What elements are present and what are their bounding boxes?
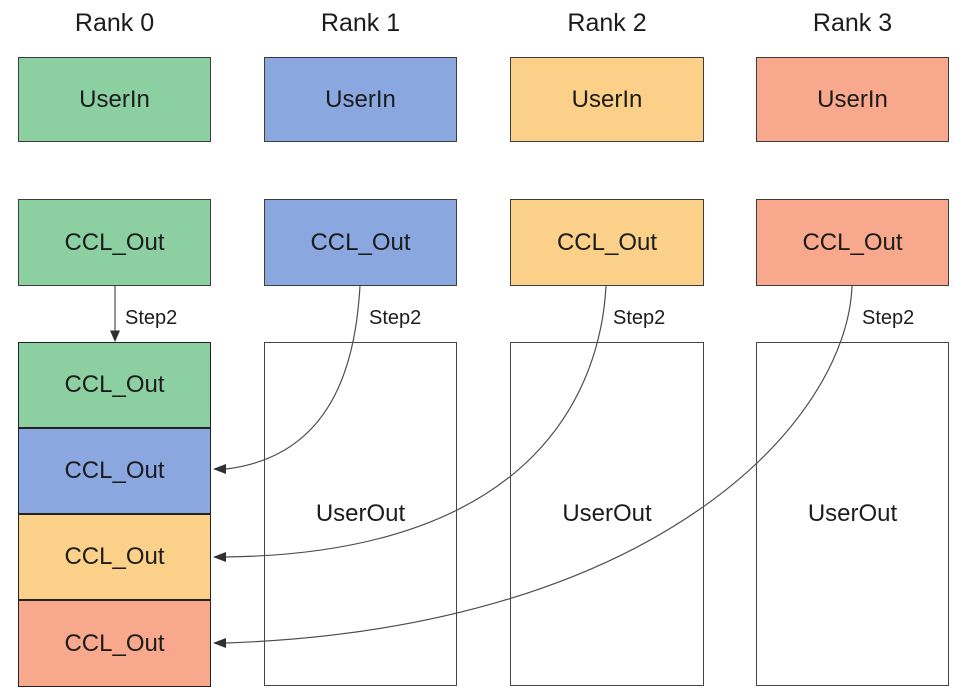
step2-label-rank2: Step2 <box>613 306 666 329</box>
userin-box-rank0: UserIn <box>18 57 211 142</box>
userin-label: UserIn <box>571 85 643 113</box>
userin-box-rank1: UserIn <box>264 57 457 142</box>
cclout-box-rank2: CCL_Out <box>510 199 704 286</box>
step2-label-rank3: Step2 <box>862 306 915 329</box>
stack-cclout-box-1: CCL_Out <box>18 428 211 514</box>
left-arrowhead-icon <box>213 464 226 474</box>
userout-box-rank3: UserOut <box>756 342 949 686</box>
userout-label: UserOut <box>562 500 652 527</box>
userout-label: UserOut <box>807 500 898 527</box>
cclout-box-rank3: CCL_Out <box>756 199 949 286</box>
stack-cclout-box-2: CCL_Out <box>18 514 211 600</box>
cclout-label: CCL_Out <box>310 228 411 256</box>
userin-box-rank2: UserIn <box>510 57 704 142</box>
cclout-box-rank0: CCL_Out <box>18 199 211 286</box>
userin-box-rank3: UserIn <box>756 57 949 142</box>
step2-label-rank0: Step2 <box>125 306 178 329</box>
cclout-label: CCL_Out <box>64 228 165 256</box>
rank0-title: Rank 0 <box>74 8 155 37</box>
left-arrowhead-icon <box>213 552 226 562</box>
rank3-title: Rank 3 <box>812 8 893 37</box>
cclout-box-rank1: CCL_Out <box>264 199 457 286</box>
rank2-title: Rank 2 <box>567 8 647 37</box>
userout-label: UserOut <box>315 500 406 527</box>
cclout-label: CCL_Out <box>802 228 903 256</box>
down-arrowhead-icon <box>110 330 120 342</box>
userout-box-rank2: UserOut <box>510 342 704 686</box>
userin-label: UserIn <box>817 85 888 113</box>
userin-label: UserIn <box>325 85 396 113</box>
userin-label: UserIn <box>79 85 150 113</box>
step2-label-rank1: Step2 <box>369 306 422 329</box>
userout-box-rank1: UserOut <box>264 342 457 686</box>
stack-cclout-label: CCL_Out <box>64 629 165 657</box>
stack-cclout-label: CCL_Out <box>64 371 165 398</box>
stack-cclout-box-3: CCL_Out <box>18 600 211 687</box>
left-arrowhead-icon <box>213 638 226 648</box>
rank1-title: Rank 1 <box>320 8 401 37</box>
stack-cclout-label: CCL_Out <box>64 457 165 484</box>
stack-cclout-box-0: CCL_Out <box>18 342 211 428</box>
cclout-label: CCL_Out <box>556 228 658 256</box>
stack-cclout-label: CCL_Out <box>64 543 165 570</box>
